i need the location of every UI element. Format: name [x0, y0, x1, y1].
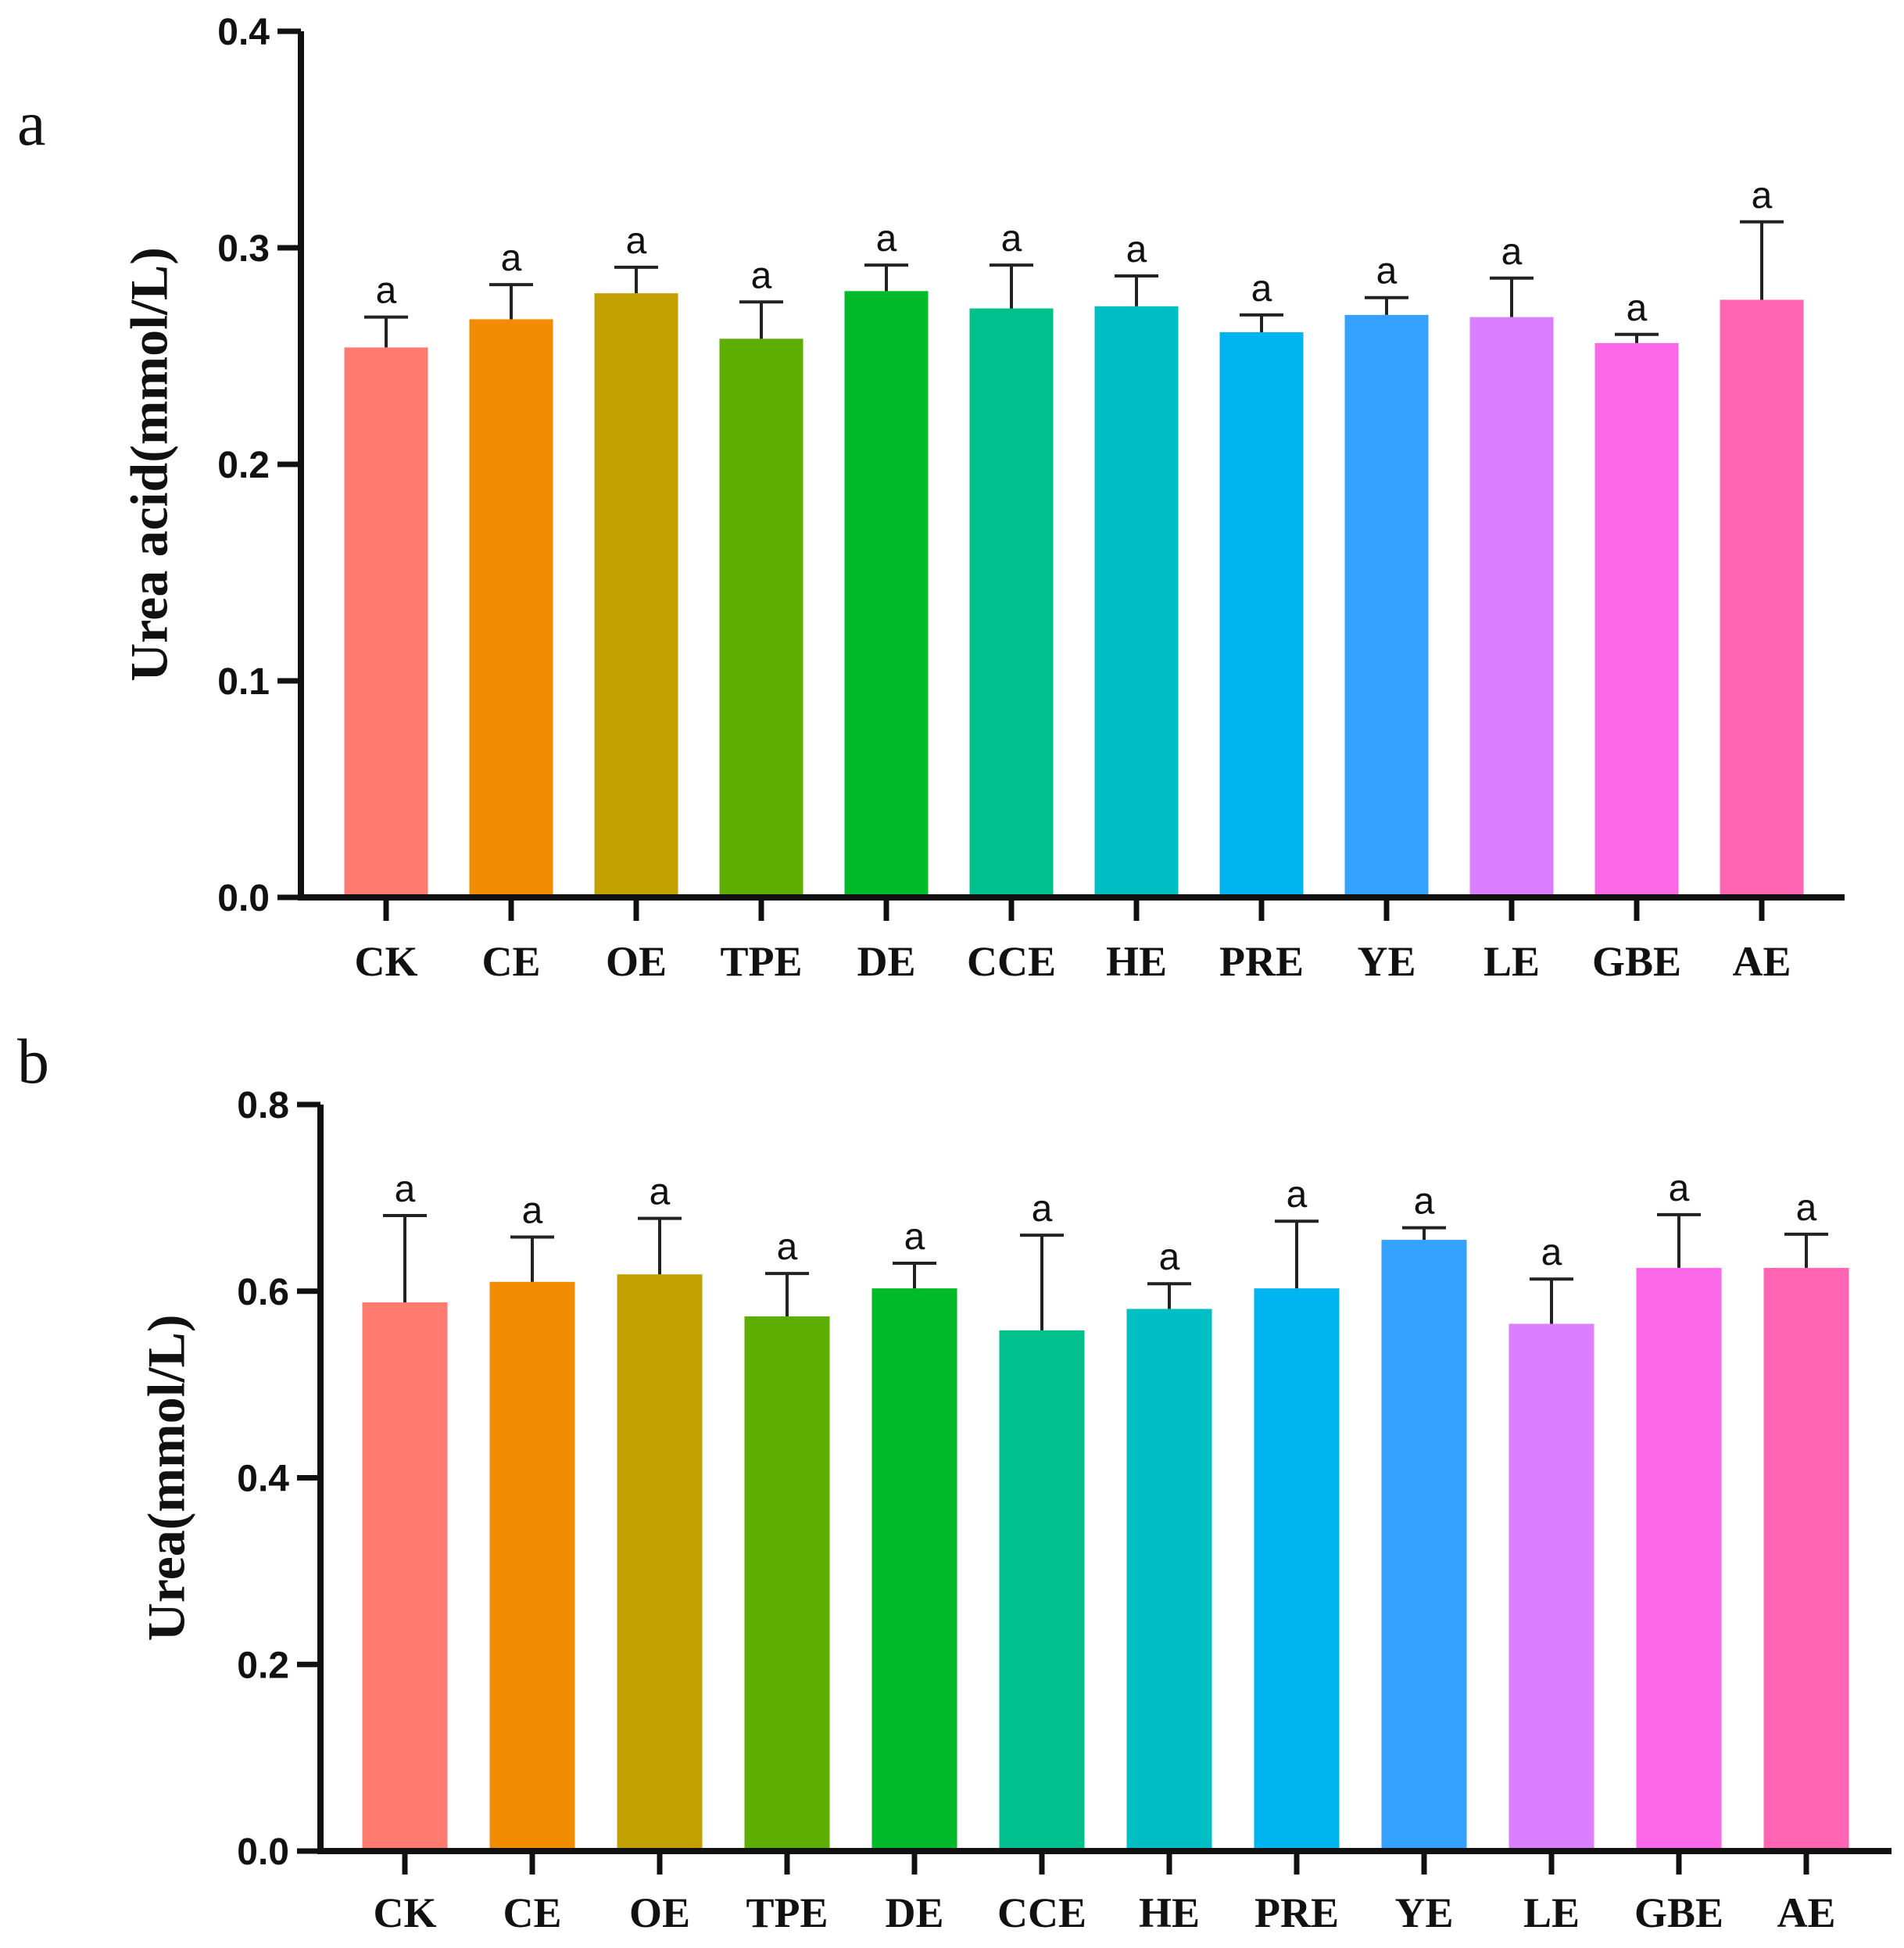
- significance-label: a: [1376, 251, 1398, 292]
- y-axis-title: Urea(mmol/L): [137, 1315, 196, 1642]
- x-tick-label: CE: [503, 1889, 561, 1936]
- bar-ye: [1381, 1240, 1467, 1848]
- y-tick-label: 0.4: [237, 1459, 289, 1500]
- bar-le: [1469, 317, 1554, 894]
- bar-oe: [594, 293, 678, 894]
- x-tick-label: DE: [857, 938, 915, 985]
- bar-ce: [469, 319, 553, 894]
- y-tick-label: 0.0: [237, 1832, 289, 1873]
- panel-label-b: b: [17, 1026, 49, 1097]
- y-tick-label: 0.8: [237, 1085, 289, 1126]
- x-tick-label: CCE: [997, 1889, 1086, 1936]
- significance-label: a: [904, 1216, 925, 1258]
- bar-gbe: [1636, 1267, 1722, 1848]
- y-tick-label: 0.6: [237, 1272, 289, 1313]
- bar-he: [1126, 1309, 1212, 1848]
- y-tick-label: 0.1: [217, 661, 270, 703]
- significance-label: a: [777, 1226, 798, 1268]
- significance-label: a: [1126, 229, 1147, 270]
- significance-label: a: [751, 255, 772, 296]
- bar-ck: [362, 1302, 448, 1848]
- x-tick-label: CK: [355, 938, 418, 985]
- significance-label: a: [1251, 268, 1272, 310]
- bar-cce: [969, 308, 1054, 894]
- x-tick-label: GBE: [1592, 938, 1681, 985]
- x-tick-label: AE: [1732, 938, 1791, 985]
- y-tick-label: 0.2: [217, 445, 270, 486]
- y-tick-label: 0.3: [217, 228, 270, 270]
- significance-label: a: [1159, 1237, 1180, 1278]
- panel-label-a: a: [17, 88, 45, 159]
- x-tick-label: CK: [374, 1889, 437, 1936]
- significance-label: a: [1796, 1187, 1817, 1229]
- x-tick-label: LE: [1483, 938, 1540, 985]
- bar-le: [1509, 1323, 1594, 1848]
- y-tick-label: 0.0: [217, 878, 270, 919]
- bar-gbe: [1594, 342, 1679, 894]
- significance-label: a: [1414, 1181, 1435, 1223]
- bar-pre: [1219, 332, 1304, 894]
- bar-ye: [1344, 314, 1429, 894]
- y-tick-label: 0.4: [217, 12, 270, 53]
- bar-tpe: [744, 1316, 830, 1848]
- bar-ae: [1763, 1267, 1849, 1848]
- bar-ae: [1720, 299, 1804, 895]
- x-tick-label: OE: [629, 1889, 690, 1936]
- significance-label: a: [376, 270, 397, 312]
- x-tick-label: CCE: [967, 938, 1056, 985]
- bar-tpe: [719, 338, 803, 895]
- x-tick-label: GBE: [1634, 1889, 1723, 1936]
- x-tick-label: LE: [1523, 1889, 1580, 1936]
- significance-label: a: [626, 220, 647, 262]
- y-axis-title: Urea acid(mmol/L): [120, 247, 179, 682]
- bar-ce: [489, 1281, 575, 1848]
- bar-de: [871, 1288, 957, 1848]
- x-tick-label: YE: [1357, 938, 1415, 985]
- bar-oe: [617, 1274, 703, 1848]
- x-tick-label: PRE: [1219, 938, 1304, 985]
- bar-ck: [344, 347, 428, 894]
- x-tick-label: HE: [1139, 1889, 1200, 1936]
- x-tick-label: DE: [885, 1889, 943, 1936]
- chart-b: 0.0 0.2 0.4 0.6 0.8 Urea(mmol/L) a CK a CE a OE a TPE…: [137, 1085, 1891, 1936]
- significance-label: a: [1669, 1168, 1690, 1209]
- significance-label: a: [522, 1191, 543, 1232]
- x-tick-label: PRE: [1254, 1889, 1339, 1936]
- significance-label: a: [501, 238, 522, 279]
- bar-cce: [999, 1330, 1085, 1848]
- chart-a: 0.0 0.1 0.2 0.3 0.4 Urea acid(mmol/L) a CK a CE a O…: [120, 12, 1845, 985]
- significance-label: a: [650, 1172, 671, 1213]
- significance-label: a: [1752, 175, 1773, 217]
- significance-label: a: [1001, 218, 1022, 260]
- significance-label: a: [876, 218, 897, 260]
- significance-label: a: [1032, 1188, 1053, 1230]
- significance-label: a: [1627, 288, 1648, 329]
- significance-label: a: [1501, 231, 1523, 273]
- significance-label: a: [395, 1169, 416, 1210]
- bar-he: [1094, 306, 1179, 894]
- bar-pre: [1254, 1288, 1340, 1848]
- x-tick-label: AE: [1777, 1889, 1835, 1936]
- x-tick-label: TPE: [720, 938, 802, 985]
- x-tick-label: OE: [606, 938, 667, 985]
- x-tick-label: TPE: [746, 1889, 828, 1936]
- x-tick-label: HE: [1106, 938, 1167, 985]
- y-tick-label: 0.2: [237, 1645, 289, 1686]
- x-tick-label: YE: [1394, 1889, 1453, 1936]
- significance-label: a: [1541, 1232, 1562, 1273]
- bar-de: [844, 291, 929, 894]
- significance-label: a: [1287, 1174, 1308, 1216]
- x-tick-label: CE: [481, 938, 540, 985]
